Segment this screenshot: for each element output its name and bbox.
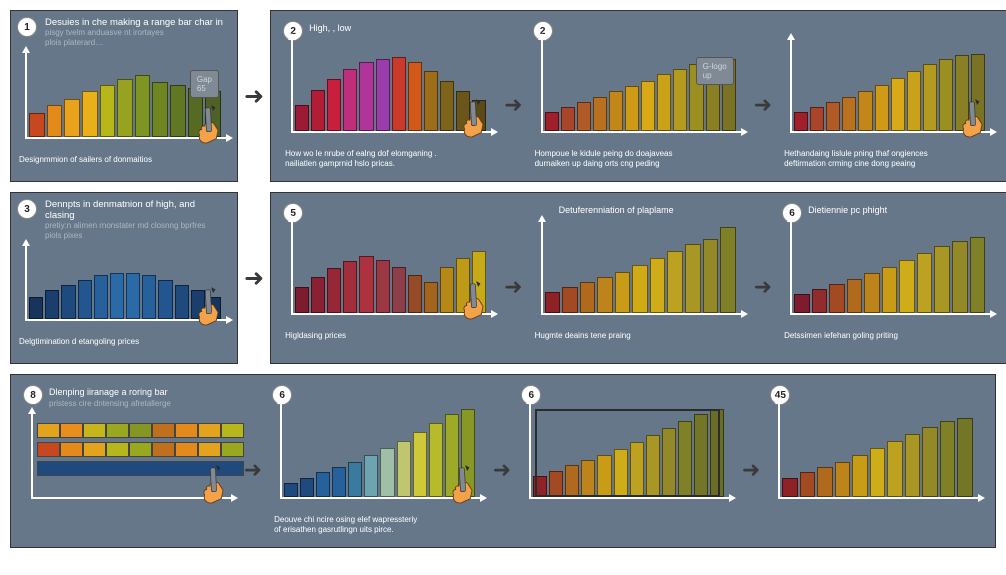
subpanel: Detuferenniation of plaplame Hugmte deain… xyxy=(529,199,748,357)
panel-1: 1 Desuies in che making a range bar char… xyxy=(10,10,238,182)
panel-5-group: 5 Higldasing prices➜Detuferenniation of … xyxy=(270,192,1006,364)
chart xyxy=(535,221,742,327)
chart xyxy=(274,403,481,511)
overlay-tag: G-logoup xyxy=(696,57,734,85)
panel-title: Dennpts in denmatnion of high, and clasi… xyxy=(45,199,227,241)
step-badge: 8 xyxy=(23,385,43,405)
arrow-icon: ➜ xyxy=(742,439,760,483)
subpanel-caption: Hugmte deains tene praing xyxy=(535,331,742,351)
subpanel: 6 xyxy=(517,381,736,541)
panel-2-group: 2High, , low How wo le nrube of ealng do… xyxy=(270,10,1006,182)
step-badge: 3 xyxy=(17,199,37,219)
arrow-icon: ➜ xyxy=(504,74,522,118)
subpanel-caption: How wo le nrube of ealng dof elomganing … xyxy=(285,149,492,169)
subpanel: 8 Dlenping iiranage a roring barpristess … xyxy=(19,381,238,541)
chart xyxy=(523,403,730,511)
subpanel-caption: Higldasing prices xyxy=(285,331,492,351)
arrow-icon: ➜ xyxy=(244,439,262,483)
subpanel: 2 G-logoupHompoue le kidule peing do doa… xyxy=(529,17,748,175)
chart: Gap65 xyxy=(19,52,227,151)
subpanel: 45 xyxy=(766,381,985,541)
arrow-icon: ➜ xyxy=(754,74,772,118)
subpanel: 5 Higldasing prices xyxy=(279,199,498,357)
subpanel-caption: Deouve chi ncire osing elef wapressteriy… xyxy=(274,515,481,535)
subpanel: Hethandaing lislule pning thaf ongiences… xyxy=(778,17,997,175)
panel-caption: Delgtimination d etangoling prices xyxy=(19,337,227,357)
chart xyxy=(285,39,492,145)
overlay-tag: Gap65 xyxy=(190,70,219,98)
arrow-icon: ➜ xyxy=(244,264,264,293)
chart xyxy=(784,221,991,327)
chart xyxy=(285,221,492,327)
subpanel-caption xyxy=(25,515,232,535)
arrow-icon: ➜ xyxy=(754,256,772,300)
arrow-icon: ➜ xyxy=(493,439,511,483)
subpanel: 6 Deouve chi ncire osing elef wapresster… xyxy=(268,381,487,541)
panel-title: Desuies in che making a range bar char i… xyxy=(45,17,227,48)
chart xyxy=(25,413,232,511)
subpanel-caption xyxy=(523,515,730,535)
arrow-icon: ➜ xyxy=(504,256,522,300)
subpanel: 2High, , low How wo le nrube of ealng do… xyxy=(279,17,498,175)
panel-8-group: 8 Dlenping iiranage a roring barpristess … xyxy=(10,374,996,548)
subpanel-caption xyxy=(772,515,979,535)
arrow-icon: ➜ xyxy=(244,82,264,111)
subpanel-title: High, , low xyxy=(309,23,492,35)
subpanel-title: Dietiennie pc phight xyxy=(808,205,991,217)
subpanel-caption: Hethandaing lislule pning thaf ongiences… xyxy=(784,149,991,169)
chart xyxy=(784,39,991,145)
step-badge: 1 xyxy=(17,17,37,37)
subpanel-caption: Hompoue le kidule peing do doajaveasdurn… xyxy=(535,149,742,169)
row-2: 3 Dennpts in denmatnion of high, and cla… xyxy=(10,192,996,364)
row-3: 8 Dlenping iiranage a roring barpristess … xyxy=(10,374,996,548)
panel-3: 3 Dennpts in denmatnion of high, and cla… xyxy=(10,192,238,364)
row-1: 1 Desuies in che making a range bar char… xyxy=(10,10,996,182)
chart: G-logoup xyxy=(535,39,742,145)
chart xyxy=(772,403,979,511)
subpanel-caption: Detssimen iefehan goling priting xyxy=(784,331,991,351)
subpanel-title: Dlenping iiranage a roring barpristess c… xyxy=(49,387,232,409)
panel-caption: Designmmion of sailers of donmaitios xyxy=(19,155,227,175)
subpanel: 6Dietiennie pc phightDetssimen iefehan g… xyxy=(778,199,997,357)
chart xyxy=(19,245,227,333)
subpanel-title: Detuferenniation of plaplame xyxy=(559,205,742,217)
